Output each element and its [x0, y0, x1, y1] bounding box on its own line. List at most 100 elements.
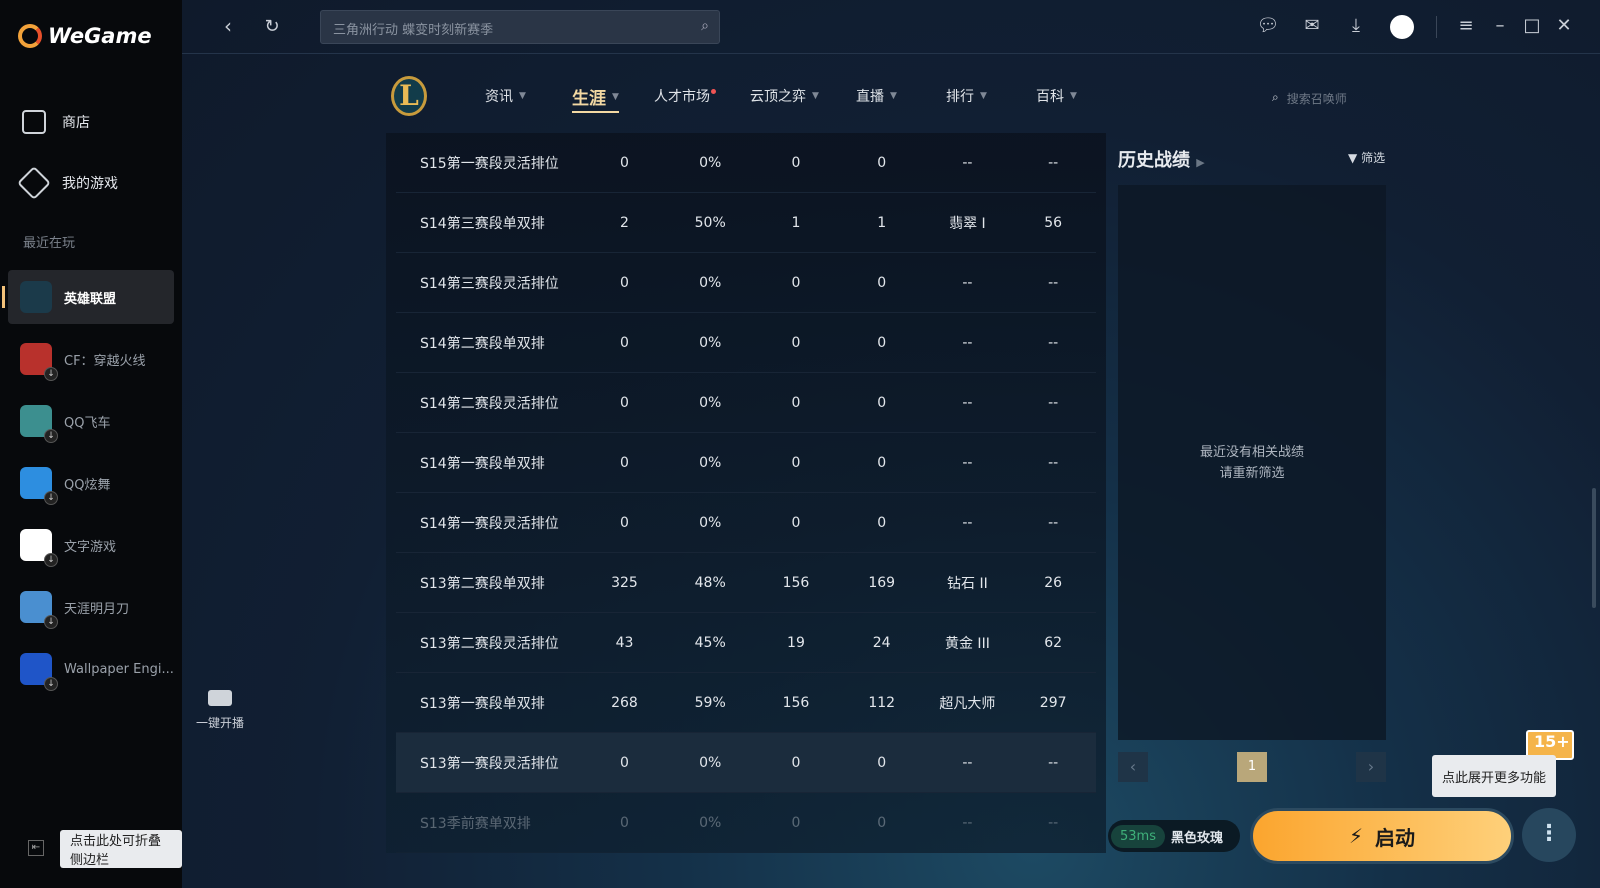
download-badge-icon: ↓ — [44, 491, 58, 505]
table-row[interactable]: S13第一赛段单双排 268 59% 156 112 超凡大师 297 — [396, 673, 1096, 733]
search-input[interactable]: 三角洲行动 蝶变时刻新赛季 ⌕ — [320, 10, 720, 44]
search-icon[interactable]: ⌕ — [701, 18, 709, 34]
back-icon[interactable]: ‹ — [224, 14, 232, 38]
nav-tab[interactable]: 排行 ▼ — [946, 86, 987, 106]
download-badge-icon: ↓ — [44, 429, 58, 443]
sidebar-game-item[interactable]: ↓ QQ飞车 — [8, 394, 174, 448]
table-cell: S15第一赛段灵活排位 — [420, 155, 559, 172]
table-row[interactable]: S14第二赛段灵活排位 0 0% 0 0 -- -- — [396, 373, 1096, 433]
game-name: 文字游戏 — [64, 539, 117, 555]
sidebar-item-my-games[interactable]: 我的游戏 — [17, 166, 118, 200]
table-cell: -- — [962, 514, 973, 531]
launch-button[interactable]: ⚡︎ 启动 — [1250, 808, 1514, 864]
close-icon[interactable]: ✕ — [1556, 15, 1572, 36]
table-row[interactable]: S14第三赛段灵活排位 0 0% 0 0 -- -- — [396, 253, 1096, 313]
ping-value: 53ms — [1111, 824, 1165, 848]
summoner-search[interactable]: ⌕ 搜索召唤师 — [1272, 90, 1347, 107]
table-row[interactable]: S13季前赛单双排 0 0% 0 0 -- -- — [396, 793, 1096, 853]
sidebar-game-item[interactable]: ↓ CF：穿越火线 — [8, 332, 174, 386]
sidebar-game-item[interactable]: ↓ 文字游戏 — [8, 518, 174, 572]
table-row[interactable]: S14第一赛段单双排 0 0% 0 0 -- -- — [396, 433, 1096, 493]
sidebar-game-item[interactable]: 英雄联盟 — [2, 270, 174, 324]
download-icon[interactable]: ⤓ — [1352, 15, 1360, 36]
notification-dot — [711, 88, 716, 94]
table-cell: S13第二赛段单双排 — [420, 575, 545, 592]
minimize-icon[interactable]: – — [1495, 15, 1505, 36]
empty-line-2: 请重新筛选 — [1219, 465, 1285, 481]
nav-tab[interactable]: 生涯 ▼ — [572, 84, 619, 113]
mail-icon[interactable]: ✉ — [1304, 15, 1320, 36]
game-icon — [20, 281, 52, 313]
chat-icon[interactable]: 💬︎ — [1256, 15, 1280, 36]
next-page-button[interactable]: › — [1356, 752, 1386, 782]
one-click-live-button[interactable]: 一键开播 — [192, 690, 248, 731]
wegame-logo[interactable]: WeGame — [18, 24, 152, 48]
filter-button[interactable]: ▼ 筛选 — [1348, 149, 1385, 166]
table-cell: 0 — [877, 274, 887, 291]
prev-page-button[interactable]: ‹ — [1118, 752, 1148, 782]
table-row[interactable]: S14第二赛段单双排 0 0% 0 0 -- -- — [396, 313, 1096, 373]
table-cell: -- — [1048, 514, 1059, 531]
menu-icon[interactable]: ≡ — [1458, 15, 1474, 36]
nav-tab[interactable]: 百科 ▼ — [1036, 86, 1077, 106]
table-cell: 50% — [694, 214, 726, 231]
avatar[interactable] — [1390, 15, 1414, 39]
table-cell: 19 — [787, 634, 805, 651]
nav-tab[interactable]: 资讯 ▼ — [485, 86, 526, 106]
refresh-icon[interactable]: ↻ — [264, 16, 280, 37]
scrollbar[interactable] — [1592, 488, 1596, 608]
nav-tab[interactable]: 云顶之弈 ▼ — [750, 86, 819, 106]
camera-icon — [208, 690, 232, 706]
table-cell: -- — [962, 154, 973, 171]
table-row[interactable]: S13第一赛段灵活排位 0 0% 0 0 -- -- — [396, 733, 1096, 793]
table-row[interactable]: S14第三赛段单双排 2 50% 1 1 翡翠 I 56 — [396, 193, 1096, 253]
game-name: QQ炫舞 — [64, 477, 111, 493]
collapse-tooltip: 点击此处可折叠侧边栏 — [60, 830, 182, 868]
history-title[interactable]: 历史战绩 ▶ — [1118, 146, 1205, 172]
table-cell: S13季前赛单双排 — [420, 815, 531, 832]
history-empty-state: 最近没有相关战绩 请重新筛选 — [1118, 185, 1386, 740]
table-cell: 0 — [877, 814, 887, 831]
sidebar-game-item[interactable]: ↓ Wallpaper Engi... — [8, 642, 174, 696]
table-cell: 0 — [877, 514, 887, 531]
table-cell: 0 — [791, 274, 801, 291]
empty-line-1: 最近没有相关战绩 — [1199, 444, 1304, 460]
server-selector[interactable]: 53ms 黑色玫瑰 — [1108, 820, 1240, 852]
download-badge-icon: ↓ — [44, 677, 58, 691]
table-cell: S14第二赛段单双排 — [420, 335, 545, 352]
table-cell: 0% — [699, 754, 722, 771]
table-cell: S13第一赛段单双排 — [420, 695, 545, 712]
lol-logo[interactable]: L — [391, 76, 427, 116]
page-1-button[interactable]: 1 — [1237, 752, 1267, 782]
table-row[interactable]: S13第二赛段单双排 325 48% 156 169 钻石 II 26 — [396, 553, 1096, 613]
maximize-icon[interactable]: □ — [1523, 15, 1541, 36]
table-row[interactable]: S14第一赛段灵活排位 0 0% 0 0 -- -- — [396, 493, 1096, 553]
sidebar-game-item[interactable]: ↓ QQ炫舞 — [8, 456, 174, 510]
table-cell: -- — [962, 754, 973, 771]
nav-tab[interactable]: 人才市场 — [654, 86, 716, 106]
table-cell: 0 — [877, 454, 887, 471]
table-cell: 0% — [699, 454, 722, 471]
sidebar: WeGame 商店 我的游戏 最近在玩 英雄联盟 ↓ CF：穿越火线 ↓ QQ飞车 ↓ QQ… — [0, 0, 182, 888]
table-row[interactable]: S15第一赛段灵活排位 0 0% 0 0 -- -- — [396, 133, 1096, 193]
collapse-sidebar-icon[interactable]: ⇤ — [28, 840, 44, 856]
nav-tab[interactable]: 直播 ▼ — [856, 86, 897, 106]
lightning-icon: ⚡︎ — [1348, 824, 1364, 848]
more-options-button[interactable]: ⋮ — [1522, 808, 1576, 862]
table-cell: -- — [1048, 274, 1059, 291]
nav-tab-label: 直播 — [856, 89, 884, 105]
table-cell: -- — [962, 394, 973, 411]
table-cell: 0 — [620, 754, 629, 771]
sidebar-item-store[interactable]: 商店 — [22, 110, 90, 134]
table-cell: -- — [1048, 394, 1059, 411]
search-icon: ⌕ — [1272, 90, 1279, 104]
nav-tab-label: 云顶之弈 — [750, 89, 806, 105]
wegame-logo-icon — [18, 24, 42, 48]
table-cell: S13第一赛段灵活排位 — [420, 755, 559, 772]
sidebar-game-item[interactable]: ↓ 天涯明月刀 — [8, 580, 174, 634]
store-label: 商店 — [62, 115, 90, 131]
caret-down-icon: ▼ — [812, 91, 819, 101]
table-cell: 0% — [699, 514, 722, 531]
game-name: Wallpaper Engi... — [64, 661, 174, 677]
table-row[interactable]: S13第二赛段灵活排位 43 45% 19 24 黄金 III 62 — [396, 613, 1096, 673]
